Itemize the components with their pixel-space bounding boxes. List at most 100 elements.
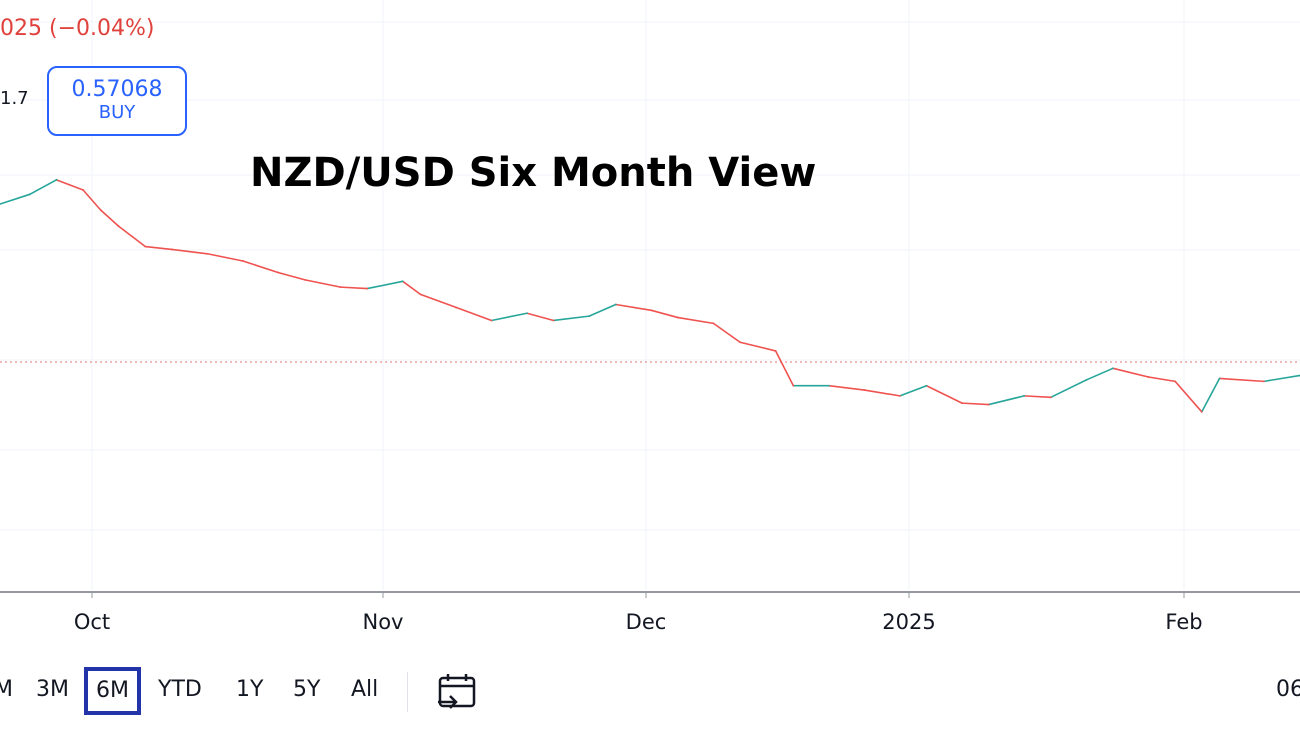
series-segment [277, 271, 306, 281]
data-point [1147, 376, 1150, 378]
series-segment [712, 322, 741, 344]
series-segment [526, 312, 555, 322]
data-point [490, 319, 493, 322]
data-point [712, 322, 715, 325]
series-segment [206, 252, 244, 262]
range-button-3m[interactable]: 3M [36, 677, 69, 702]
data-point [277, 271, 280, 274]
series-segment [55, 179, 84, 191]
data-point [588, 315, 591, 318]
data-point [774, 350, 777, 352]
series-segment [1147, 376, 1176, 383]
data-point [1200, 410, 1203, 413]
series-segment [100, 209, 120, 228]
data-point [144, 245, 147, 248]
chart-grid [0, 0, 1300, 590]
series-segment [171, 248, 209, 255]
data-point [739, 341, 741, 344]
series-segment [455, 306, 493, 322]
x-tick-label: Oct [73, 610, 111, 634]
series-segment [419, 293, 457, 309]
x-tick-label: 2025 [882, 610, 936, 634]
data-point [82, 189, 85, 191]
data-point [455, 306, 457, 309]
data-point [1023, 394, 1026, 397]
series-segment [1218, 377, 1265, 383]
data-point [827, 384, 830, 387]
data-point [206, 252, 209, 255]
series-segment [29, 179, 58, 196]
data-point [242, 260, 244, 262]
data-point [552, 319, 555, 322]
data-point [677, 316, 679, 319]
data-point [304, 278, 306, 281]
series-segment [401, 280, 422, 296]
series-segment [1263, 374, 1300, 383]
series-segment [925, 384, 963, 404]
series-segment [366, 280, 404, 290]
data-point [1263, 380, 1265, 383]
range-selector-bar: M 3M 6M YTD 1Y 5Y All 06 [0, 664, 1300, 720]
series-segment [899, 384, 928, 397]
data-point [117, 225, 120, 228]
series-segment [1023, 395, 1052, 399]
x-tick-label: Feb [1165, 610, 1203, 634]
data-point [925, 384, 928, 387]
data-point [650, 309, 653, 312]
data-point [614, 303, 617, 306]
buy-price: 0.57068 [71, 77, 163, 102]
series-segment [650, 309, 679, 319]
series-segment [1085, 367, 1114, 381]
series-segment [774, 350, 795, 387]
data-point [1174, 380, 1177, 383]
range-button-all[interactable]: All [351, 677, 379, 702]
series-segment [144, 245, 173, 251]
range-button-ytd[interactable]: YTD [158, 677, 202, 702]
data-point [987, 403, 990, 406]
series-segment [1112, 367, 1150, 378]
series-segment [1174, 380, 1203, 413]
data-point [419, 293, 422, 296]
data-point [792, 384, 795, 387]
series-segment [242, 260, 280, 274]
series-1-line [0, 178, 1300, 413]
data-point [526, 312, 528, 315]
series-segment [863, 389, 901, 397]
calendar-goto-icon[interactable] [436, 672, 480, 714]
data-point [171, 248, 173, 251]
series-segment [987, 395, 1025, 406]
data-point [899, 394, 901, 397]
series-segment [304, 279, 342, 288]
range-button-1m[interactable]: M [0, 677, 13, 702]
series-segment [117, 225, 147, 248]
data-point [28, 193, 31, 196]
data-point [401, 280, 404, 283]
series-segment [339, 286, 369, 290]
data-point [99, 209, 102, 212]
price-change-label: 025 (−0.04%) [0, 16, 155, 41]
range-button-5y[interactable]: 5Y [293, 677, 321, 702]
chart-title: NZD/USD Six Month View [250, 150, 817, 196]
data-point [1218, 377, 1221, 380]
range-button-1y[interactable]: 1Y [236, 677, 264, 702]
series-segment [1050, 379, 1088, 399]
series-segment [828, 384, 866, 391]
buy-button[interactable]: 0.57068 BUY [47, 66, 187, 136]
series-segment [615, 303, 653, 312]
series-segment [552, 315, 590, 322]
range-right-clipped-text: 06 [1276, 677, 1300, 702]
x-tick-label: Dec [625, 610, 667, 634]
data-point [863, 389, 866, 391]
series-segment [739, 341, 777, 352]
x-axis-ticks [91, 592, 1185, 598]
series-segment [588, 303, 617, 317]
data-point [339, 286, 342, 289]
sell-price-fragment: 1.7 [0, 88, 29, 109]
data-point [55, 178, 58, 181]
data-point [1112, 367, 1114, 370]
series-segment [82, 189, 102, 212]
data-point [1085, 379, 1088, 381]
series-segment [1200, 377, 1221, 413]
range-button-6m[interactable]: 6M [84, 667, 141, 715]
